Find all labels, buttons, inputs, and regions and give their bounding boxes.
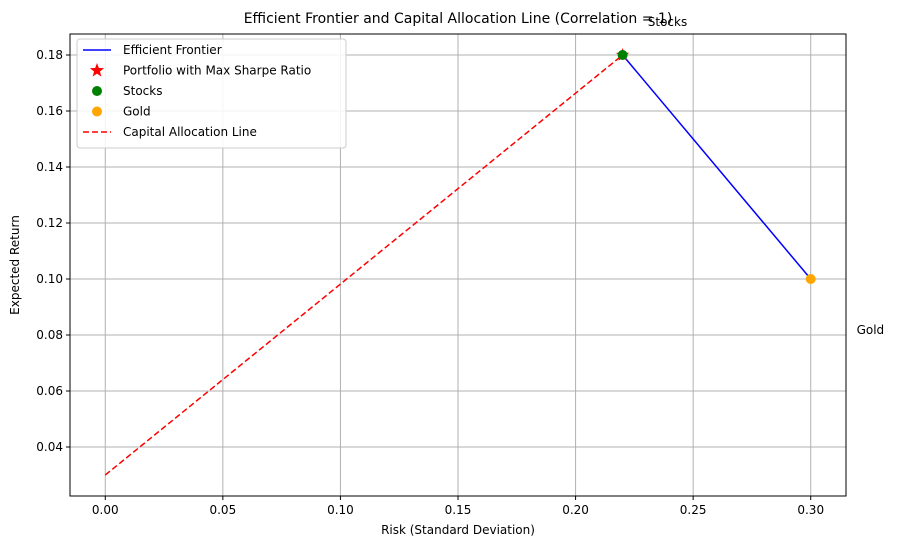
legend: Efficient Frontier Portfolio with Max Sha… (76, 38, 347, 149)
x-axis-label: Risk (Standard Deviation) (381, 523, 535, 537)
y-tick-label: 0.18 (36, 48, 63, 62)
gold-point (805, 274, 816, 284)
legend-label-gold: Gold (123, 105, 151, 119)
legend-swatch-portfolio-with-max-sharpe-ratio (89, 63, 105, 77)
x-tick-label: 0.15 (445, 503, 472, 517)
legend-label-stocks: Stocks (123, 84, 162, 98)
x-tick-label: 0.05 (209, 503, 236, 517)
annotation-gold: Gold (857, 323, 885, 337)
y-tick-label: 0.10 (36, 272, 63, 286)
x-tick-label: 0.00 (92, 503, 119, 517)
legend-label-efficient-frontier: Efficient Frontier (123, 43, 222, 57)
axis-ticks: 0.00 0.05 0.10 0.15 0.20 0.25 0.30 0.04 0.06 0.08… (36, 48, 824, 517)
annotation-stocks: Stocks (648, 15, 687, 29)
stocks-point (617, 50, 628, 60)
x-tick-label: 0.30 (797, 503, 824, 517)
x-tick-label: 0.25 (680, 503, 707, 517)
annotations: Stocks Gold (648, 15, 884, 337)
y-tick-label: 0.06 (36, 384, 63, 398)
y-tick-label: 0.16 (36, 104, 63, 118)
x-tick-label: 0.10 (327, 503, 354, 517)
plot-series (104, 48, 816, 476)
legend-label-portfolio-with-max-sharpe-ratio: Portfolio with Max Sharpe Ratio (123, 64, 311, 78)
efficient-frontier-line (622, 54, 812, 280)
y-tick-label: 0.08 (36, 328, 63, 342)
legend-label-capital-allocation-line: Capital Allocation Line (123, 125, 257, 139)
y-tick-label: 0.14 (36, 160, 63, 174)
legend-swatch-gold (92, 106, 102, 117)
y-tick-label: 0.04 (36, 440, 63, 454)
chart-title: Efficient Frontier and Capital Allocatio… (244, 11, 673, 27)
y-tick-label: 0.12 (36, 216, 63, 230)
x-tick-label: 0.20 (562, 503, 589, 517)
legend-box (76, 38, 347, 149)
y-axis-label: Expected Return (8, 215, 22, 315)
capital-allocation-line-line (104, 54, 624, 476)
legend-swatch-stocks (92, 86, 102, 96)
